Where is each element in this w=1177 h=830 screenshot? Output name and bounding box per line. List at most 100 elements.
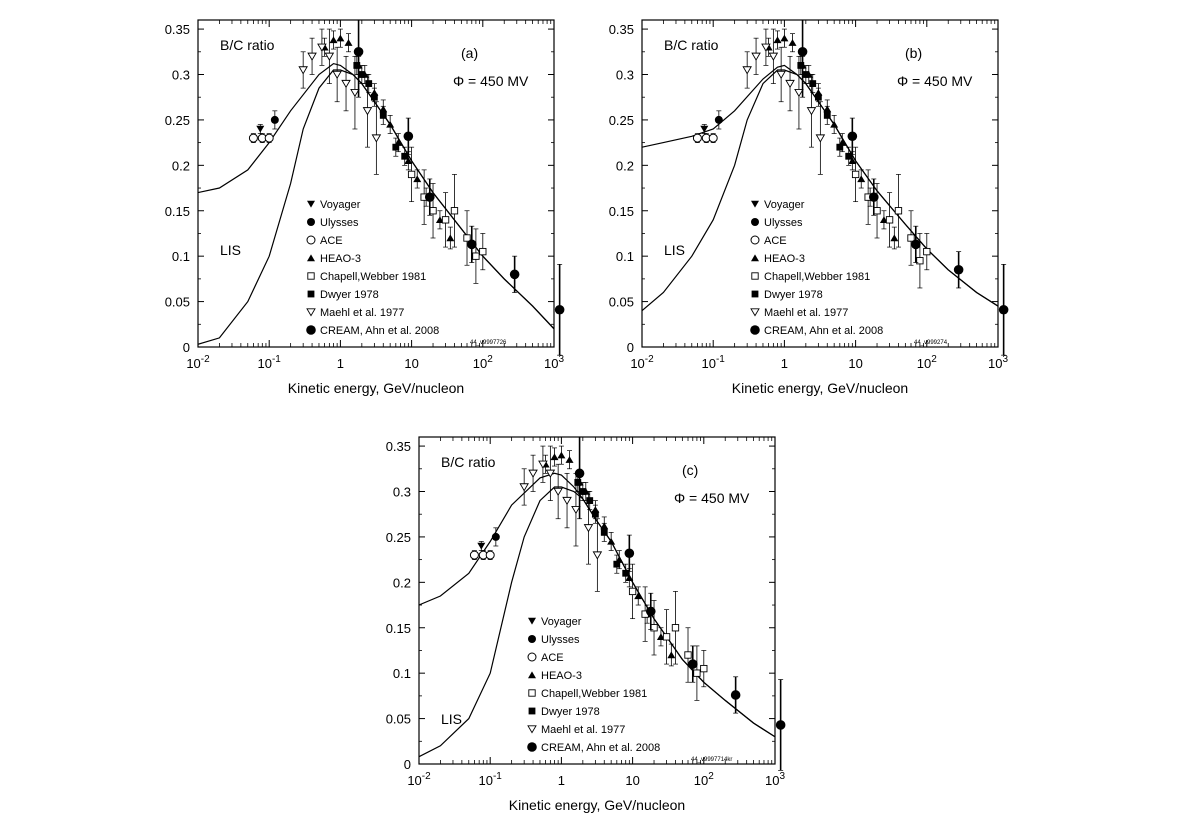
x-tick-base: 10 bbox=[407, 773, 421, 788]
data-point-square-open bbox=[450, 207, 459, 215]
x-tick-base: 10 bbox=[473, 356, 487, 371]
data-point-tri-up bbox=[386, 120, 395, 128]
legend-marker-tri-down bbox=[528, 617, 536, 625]
x-tick-base: 10 bbox=[258, 356, 272, 371]
plot-title: B/C ratio bbox=[220, 37, 275, 53]
data-point-circle-filled-large bbox=[998, 304, 1009, 315]
legend: Voyager Ulysses ACE HEAO-3 Chapell,Webber 19… bbox=[527, 616, 660, 754]
data-point-circle-open bbox=[692, 133, 702, 143]
data-point-tri-up bbox=[446, 234, 455, 242]
data-point-tri-up bbox=[336, 34, 345, 42]
data-points bbox=[692, 19, 1009, 356]
legend-marker-circle-filled-large bbox=[306, 325, 316, 335]
y-tick-label: 0.05 bbox=[609, 295, 634, 310]
data-point-tri-down bbox=[700, 125, 709, 133]
data-point-square-filled bbox=[600, 528, 608, 536]
legend-label: HEAO-3 bbox=[541, 670, 582, 682]
x-tick-label: 1 bbox=[558, 773, 565, 788]
legend-label: Dwyer 1978 bbox=[764, 289, 823, 301]
data-point-tri-up bbox=[413, 175, 422, 183]
legend-label: ACE bbox=[541, 652, 564, 664]
data-point-circle-filled-large bbox=[353, 46, 364, 57]
y-tick-label: 0.25 bbox=[165, 113, 190, 128]
data-point-square-filled bbox=[365, 80, 373, 87]
plot-title: B/C ratio bbox=[664, 37, 719, 53]
data-point-circle-filled-large bbox=[730, 690, 741, 700]
data-point-square-filled bbox=[591, 510, 599, 518]
data-point-circle-open bbox=[469, 550, 479, 560]
data-point-tri-up bbox=[773, 36, 782, 44]
data-point-tri-down-open bbox=[583, 524, 594, 533]
plot-frame bbox=[418, 436, 776, 765]
legend-label: Chapell,Webber 1981 bbox=[541, 688, 647, 700]
legend-label: Dwyer 1978 bbox=[541, 706, 600, 718]
data-point-tri-up bbox=[788, 39, 797, 46]
data-point-square-open bbox=[479, 247, 487, 256]
x-axis-label: Kinetic energy, GeV/nucleon bbox=[509, 797, 685, 813]
y-tick-label: 0.1 bbox=[616, 249, 634, 264]
data-point-square-filled bbox=[613, 560, 621, 568]
data-point-square-open bbox=[662, 633, 671, 641]
y-tick-label: 0.35 bbox=[609, 22, 634, 37]
data-point-square-open bbox=[684, 651, 692, 659]
legend-label: Maehl et al. 1977 bbox=[320, 307, 404, 319]
data-point-square-filled bbox=[379, 111, 387, 119]
legend-marker-tri-up bbox=[528, 671, 536, 679]
data-point-tri-up bbox=[830, 120, 839, 128]
legend-marker-tri-down-open bbox=[750, 308, 760, 317]
y-tick-label: 0.2 bbox=[616, 158, 634, 173]
legend: Voyager Ulysses ACE HEAO-3 Chapell,Webber 19… bbox=[306, 199, 439, 337]
data-point-tri-down bbox=[477, 542, 486, 550]
x-tick-base: 1 bbox=[337, 356, 344, 371]
y-tick-label: 0.15 bbox=[165, 204, 190, 219]
legend-marker-circle-filled bbox=[751, 218, 759, 226]
data-point-square-open bbox=[650, 624, 658, 632]
legend-marker-circle-filled bbox=[528, 635, 536, 643]
data-point-square-filled bbox=[353, 62, 361, 69]
legend-label: Voyager bbox=[764, 199, 805, 211]
legend-marker-tri-up bbox=[307, 254, 315, 262]
x-tick-label: 102 bbox=[694, 771, 714, 788]
x-tick-exponent: 3 bbox=[1002, 354, 1008, 365]
data-point-tri-up bbox=[625, 574, 634, 581]
x-tick-base: 10 bbox=[186, 356, 200, 371]
data-point-tri-down-open bbox=[307, 52, 317, 61]
y-tick-label: 0.35 bbox=[165, 22, 190, 37]
y-tick-label: 0.05 bbox=[386, 712, 411, 727]
data-point-square-open bbox=[429, 207, 437, 215]
data-point-tri-down-open bbox=[350, 89, 360, 98]
y-tick-label: 0.15 bbox=[609, 204, 634, 219]
legend-label: Chapell,Webber 1981 bbox=[764, 271, 870, 283]
data-point-square-open bbox=[916, 257, 924, 265]
x-tick-base: 10 bbox=[630, 356, 644, 371]
data-point-square-open bbox=[873, 207, 881, 215]
data-point-circle-filled bbox=[491, 532, 500, 541]
lis-label: LIS bbox=[441, 711, 462, 727]
x-tick-base: 1 bbox=[781, 356, 788, 371]
data-point-tri-down-open bbox=[298, 66, 308, 75]
data-point-tri-up bbox=[780, 34, 789, 42]
data-point-circle-open bbox=[485, 550, 495, 560]
data-point-tri-down-open bbox=[538, 460, 548, 469]
legend-marker-square-open bbox=[528, 689, 536, 697]
data-point-circle-filled-large bbox=[403, 131, 414, 142]
x-tick-base: 10 bbox=[479, 773, 493, 788]
data-point-tri-down-open bbox=[806, 107, 817, 116]
data-point-tri-down-open bbox=[317, 43, 327, 52]
x-tick-base: 10 bbox=[625, 773, 639, 788]
y-tick-label: 0.3 bbox=[172, 68, 190, 83]
legend-label: CREAM, Ahn et al. 2008 bbox=[320, 325, 439, 337]
x-tick-base: 10 bbox=[765, 773, 779, 788]
legend-label: Ulysses bbox=[541, 634, 580, 646]
y-tick-label: 0.3 bbox=[616, 68, 634, 83]
data-point-tri-down-open bbox=[785, 79, 795, 89]
plot-title: B/C ratio bbox=[441, 454, 496, 470]
data-point-square-filled bbox=[392, 143, 400, 151]
data-point-tri-up bbox=[404, 157, 413, 164]
data-point-tri-down-open bbox=[371, 134, 382, 143]
legend-label: Maehl et al. 1977 bbox=[764, 307, 848, 319]
data-point-square-filled bbox=[797, 62, 805, 69]
data-point-tri-down-open bbox=[332, 70, 342, 79]
data-point-square-filled bbox=[809, 80, 817, 87]
